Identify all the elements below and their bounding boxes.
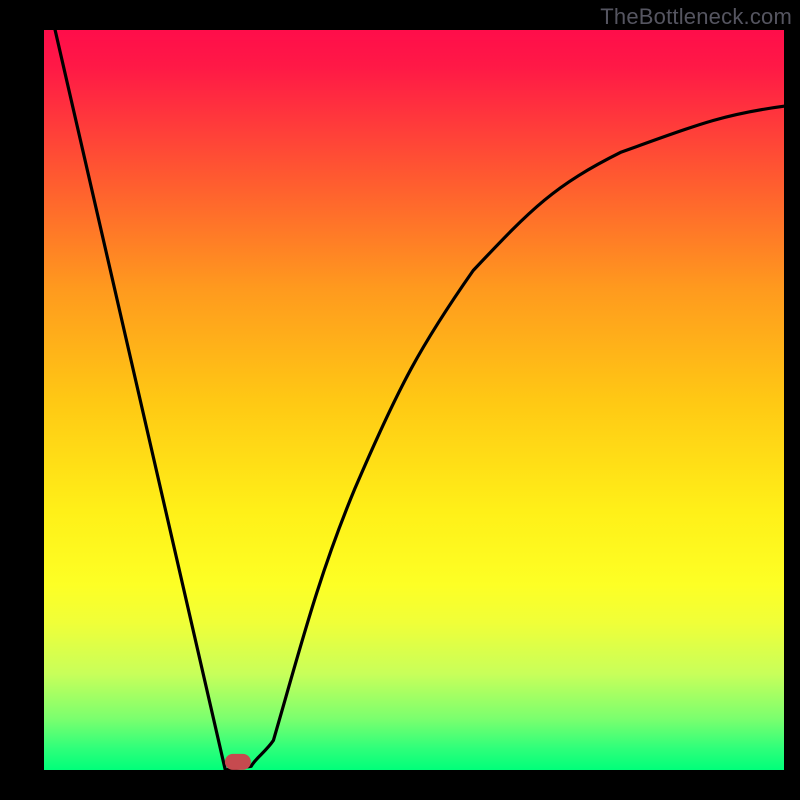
minimum-marker bbox=[225, 754, 251, 770]
chart-frame: TheBottleneck.com bbox=[0, 0, 800, 800]
plot-area bbox=[44, 30, 784, 770]
chart-svg bbox=[0, 0, 800, 800]
watermark-text: TheBottleneck.com bbox=[600, 4, 792, 30]
